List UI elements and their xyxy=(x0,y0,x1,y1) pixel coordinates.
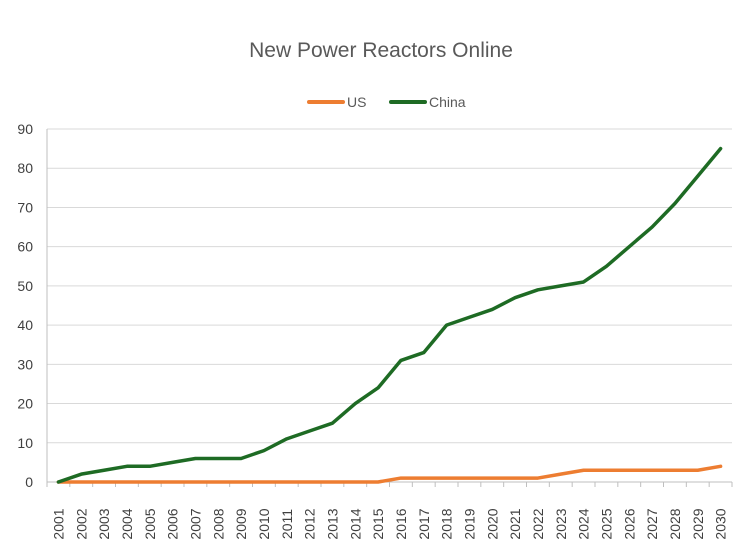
x-tick-label: 2030 xyxy=(713,508,729,539)
x-tick-label: 2019 xyxy=(461,508,477,539)
x-tick-label: 2009 xyxy=(233,508,249,539)
x-tick-label: 2004 xyxy=(119,508,135,539)
x-tick-label: 2011 xyxy=(279,509,295,539)
y-tick-label: 30 xyxy=(17,356,33,372)
x-tick-label: 2020 xyxy=(484,508,500,539)
y-tick-label: 20 xyxy=(17,396,33,412)
x-tick-label: 2010 xyxy=(256,508,272,539)
x-tick-label: 2007 xyxy=(187,508,203,539)
y-axis: 0 10 20 30 40 50 60 70 80 90 xyxy=(17,121,33,490)
x-axis: 2001 2002 2003 2004 2005 2006 2007 2008 2009 2010… xyxy=(46,482,733,540)
y-tick-label: 90 xyxy=(17,121,33,137)
x-tick-label: 2005 xyxy=(142,508,158,539)
legend-label-china: China xyxy=(429,94,466,110)
gridlines xyxy=(46,128,732,483)
x-tick-label: 2028 xyxy=(667,508,683,539)
x-tick-label: 2013 xyxy=(324,508,340,539)
series-line-us xyxy=(56,464,723,484)
y-tick-label: 10 xyxy=(17,435,33,451)
series-line-china xyxy=(56,146,723,484)
x-tick-label: 2016 xyxy=(393,508,409,539)
x-tick-label: 2015 xyxy=(370,508,386,539)
x-tick-label: 2014 xyxy=(347,508,363,539)
x-tick-label: 2018 xyxy=(439,508,455,539)
y-tick-label: 60 xyxy=(17,239,33,255)
x-tick-label: 2017 xyxy=(416,508,432,539)
x-tick-label: 2008 xyxy=(210,508,226,539)
y-tick-label: 40 xyxy=(17,317,33,333)
x-tick-label: 2021 xyxy=(507,508,523,539)
y-tick-label: 50 xyxy=(17,278,33,294)
series-lines xyxy=(56,146,723,484)
x-tick-label: 2001 xyxy=(50,508,66,539)
x-tick-label: 2022 xyxy=(530,508,546,539)
y-tick-label: 70 xyxy=(17,199,33,215)
x-tick-label: 2002 xyxy=(73,508,89,539)
x-tick-label: 2026 xyxy=(621,508,637,539)
y-tick-label: 0 xyxy=(25,474,33,490)
legend-label-us: US xyxy=(347,94,366,110)
x-tick-label: 2024 xyxy=(576,508,592,539)
x-tick-label: 2023 xyxy=(553,508,569,539)
x-tick-label: 2006 xyxy=(165,508,181,539)
x-tick-label: 2027 xyxy=(644,508,660,539)
y-tick-label: 80 xyxy=(17,160,33,176)
x-tick-label: 2003 xyxy=(96,508,112,539)
x-tick-label: 2012 xyxy=(302,508,318,539)
legend: US China xyxy=(307,94,466,110)
chart-title: New Power Reactors Online xyxy=(249,39,513,62)
x-tick-label: 2029 xyxy=(690,508,706,539)
x-tick-label: 2025 xyxy=(598,508,614,539)
